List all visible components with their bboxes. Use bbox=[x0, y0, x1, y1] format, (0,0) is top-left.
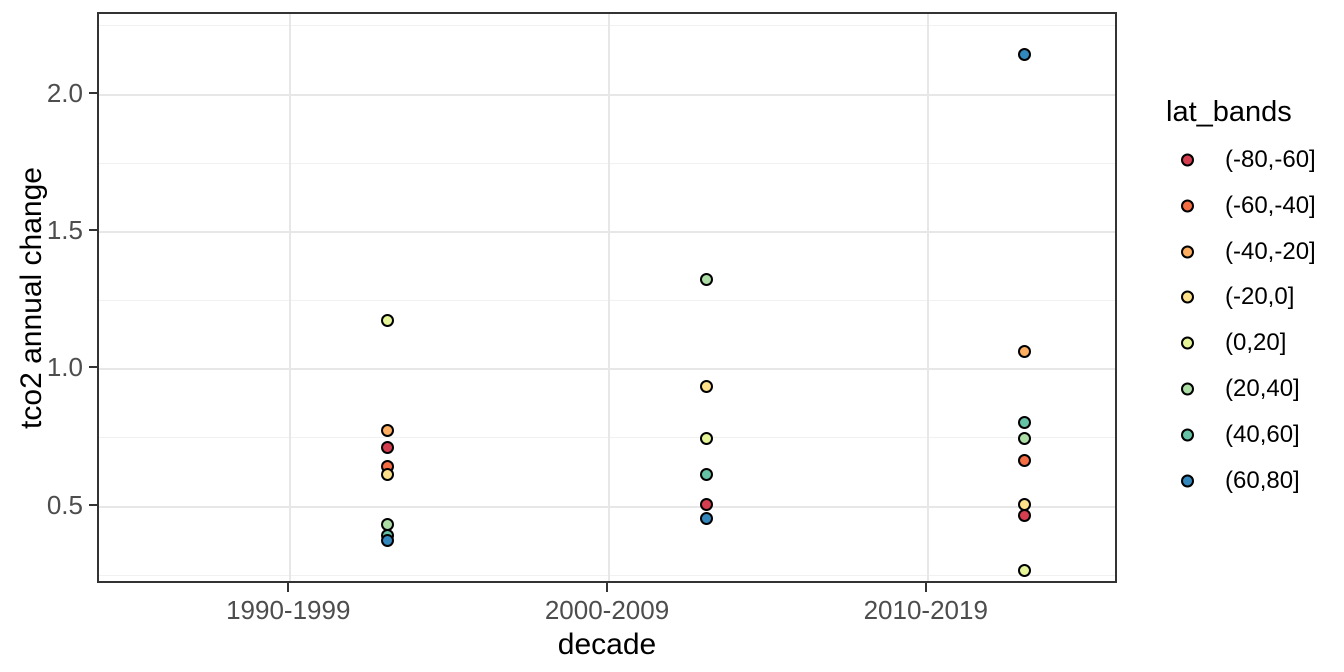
legend-swatch-icon bbox=[1181, 382, 1194, 396]
legend-item-label: (60,80] bbox=[1225, 466, 1300, 494]
legend-item: (-80,-60] bbox=[1163, 145, 1344, 175]
x-tick-label: 1990-1999 bbox=[226, 595, 351, 625]
x-axis-tick bbox=[924, 583, 927, 592]
y-tick-label: 0.5 bbox=[46, 489, 83, 520]
gridline-minor bbox=[99, 25, 1115, 27]
y-tick-label: 2.0 bbox=[46, 77, 83, 108]
x-tick-label: 2010-2019 bbox=[863, 595, 988, 625]
gridline-minor bbox=[99, 574, 1115, 576]
data-point bbox=[1018, 47, 1032, 61]
data-point bbox=[699, 380, 713, 394]
x-tick-label: 2000-2009 bbox=[544, 595, 670, 625]
data-point bbox=[699, 468, 713, 482]
data-point bbox=[380, 314, 394, 328]
data-point bbox=[699, 498, 713, 512]
gridline-major-vertical bbox=[289, 14, 292, 581]
y-tick-label: 1.5 bbox=[46, 214, 83, 245]
plot-panel bbox=[97, 12, 1117, 583]
gridline-minor bbox=[99, 437, 1115, 439]
gridline-minor bbox=[99, 162, 1115, 164]
y-axis-tick bbox=[89, 91, 97, 94]
legend-item-label: (-60,-40] bbox=[1225, 191, 1316, 219]
data-point bbox=[380, 534, 394, 548]
y-axis-tick bbox=[89, 503, 97, 506]
data-point bbox=[699, 273, 713, 287]
legend-item: (60,80] bbox=[1163, 466, 1344, 496]
x-axis-tick bbox=[606, 583, 608, 592]
data-point bbox=[699, 432, 713, 446]
legend-title: lat_bands bbox=[1166, 96, 1292, 128]
data-point bbox=[380, 440, 394, 454]
legend-swatch-icon bbox=[1181, 245, 1194, 259]
legend-item: (40,60] bbox=[1163, 420, 1344, 450]
gridline-major bbox=[99, 230, 1115, 233]
data-point bbox=[380, 424, 394, 438]
data-point bbox=[380, 468, 394, 482]
data-point bbox=[1018, 432, 1032, 446]
data-point bbox=[1018, 509, 1032, 523]
data-point bbox=[1018, 416, 1032, 429]
data-point bbox=[1018, 454, 1032, 468]
x-axis-title: decade bbox=[557, 628, 657, 661]
y-tick-label: 1.0 bbox=[46, 352, 83, 383]
legend-item: (-40,-20] bbox=[1163, 237, 1344, 267]
gridline-major bbox=[99, 505, 1115, 508]
data-point bbox=[699, 512, 713, 526]
legend-swatch-icon bbox=[1181, 290, 1194, 304]
legend-item-label: (0,20] bbox=[1225, 329, 1287, 357]
y-axis-tick bbox=[89, 366, 97, 369]
y-axis-tick bbox=[89, 228, 97, 231]
legend-swatch-icon bbox=[1181, 199, 1194, 213]
legend-item-label: (20,40] bbox=[1225, 375, 1300, 402]
legend-item: (0,20] bbox=[1163, 328, 1344, 358]
legend-item-label: (-20,0] bbox=[1225, 283, 1295, 311]
gridline-major-vertical bbox=[608, 14, 610, 581]
legend-item: (-20,0] bbox=[1163, 282, 1344, 312]
gridline-major-vertical bbox=[926, 14, 929, 581]
legend-item-label: (-80,-60] bbox=[1225, 146, 1316, 173]
legend-swatch-icon bbox=[1181, 153, 1194, 167]
legend-item-label: (40,60] bbox=[1225, 420, 1300, 448]
gridline-major bbox=[99, 368, 1115, 371]
data-point bbox=[1018, 564, 1032, 578]
legend-swatch-icon bbox=[1181, 474, 1194, 488]
gridline-major bbox=[99, 93, 1115, 96]
y-axis-title: tco2 annual change bbox=[15, 167, 48, 429]
legend-item: (20,40] bbox=[1163, 374, 1344, 404]
legend-swatch-icon bbox=[1181, 428, 1194, 442]
legend-item: (-60,-40] bbox=[1163, 191, 1344, 221]
x-axis-tick bbox=[287, 583, 290, 592]
legend-swatch-icon bbox=[1181, 336, 1194, 350]
data-point bbox=[1018, 344, 1032, 358]
legend-item-label: (-40,-20] bbox=[1225, 237, 1316, 265]
gridline-minor bbox=[99, 300, 1115, 302]
data-point bbox=[1018, 498, 1032, 512]
